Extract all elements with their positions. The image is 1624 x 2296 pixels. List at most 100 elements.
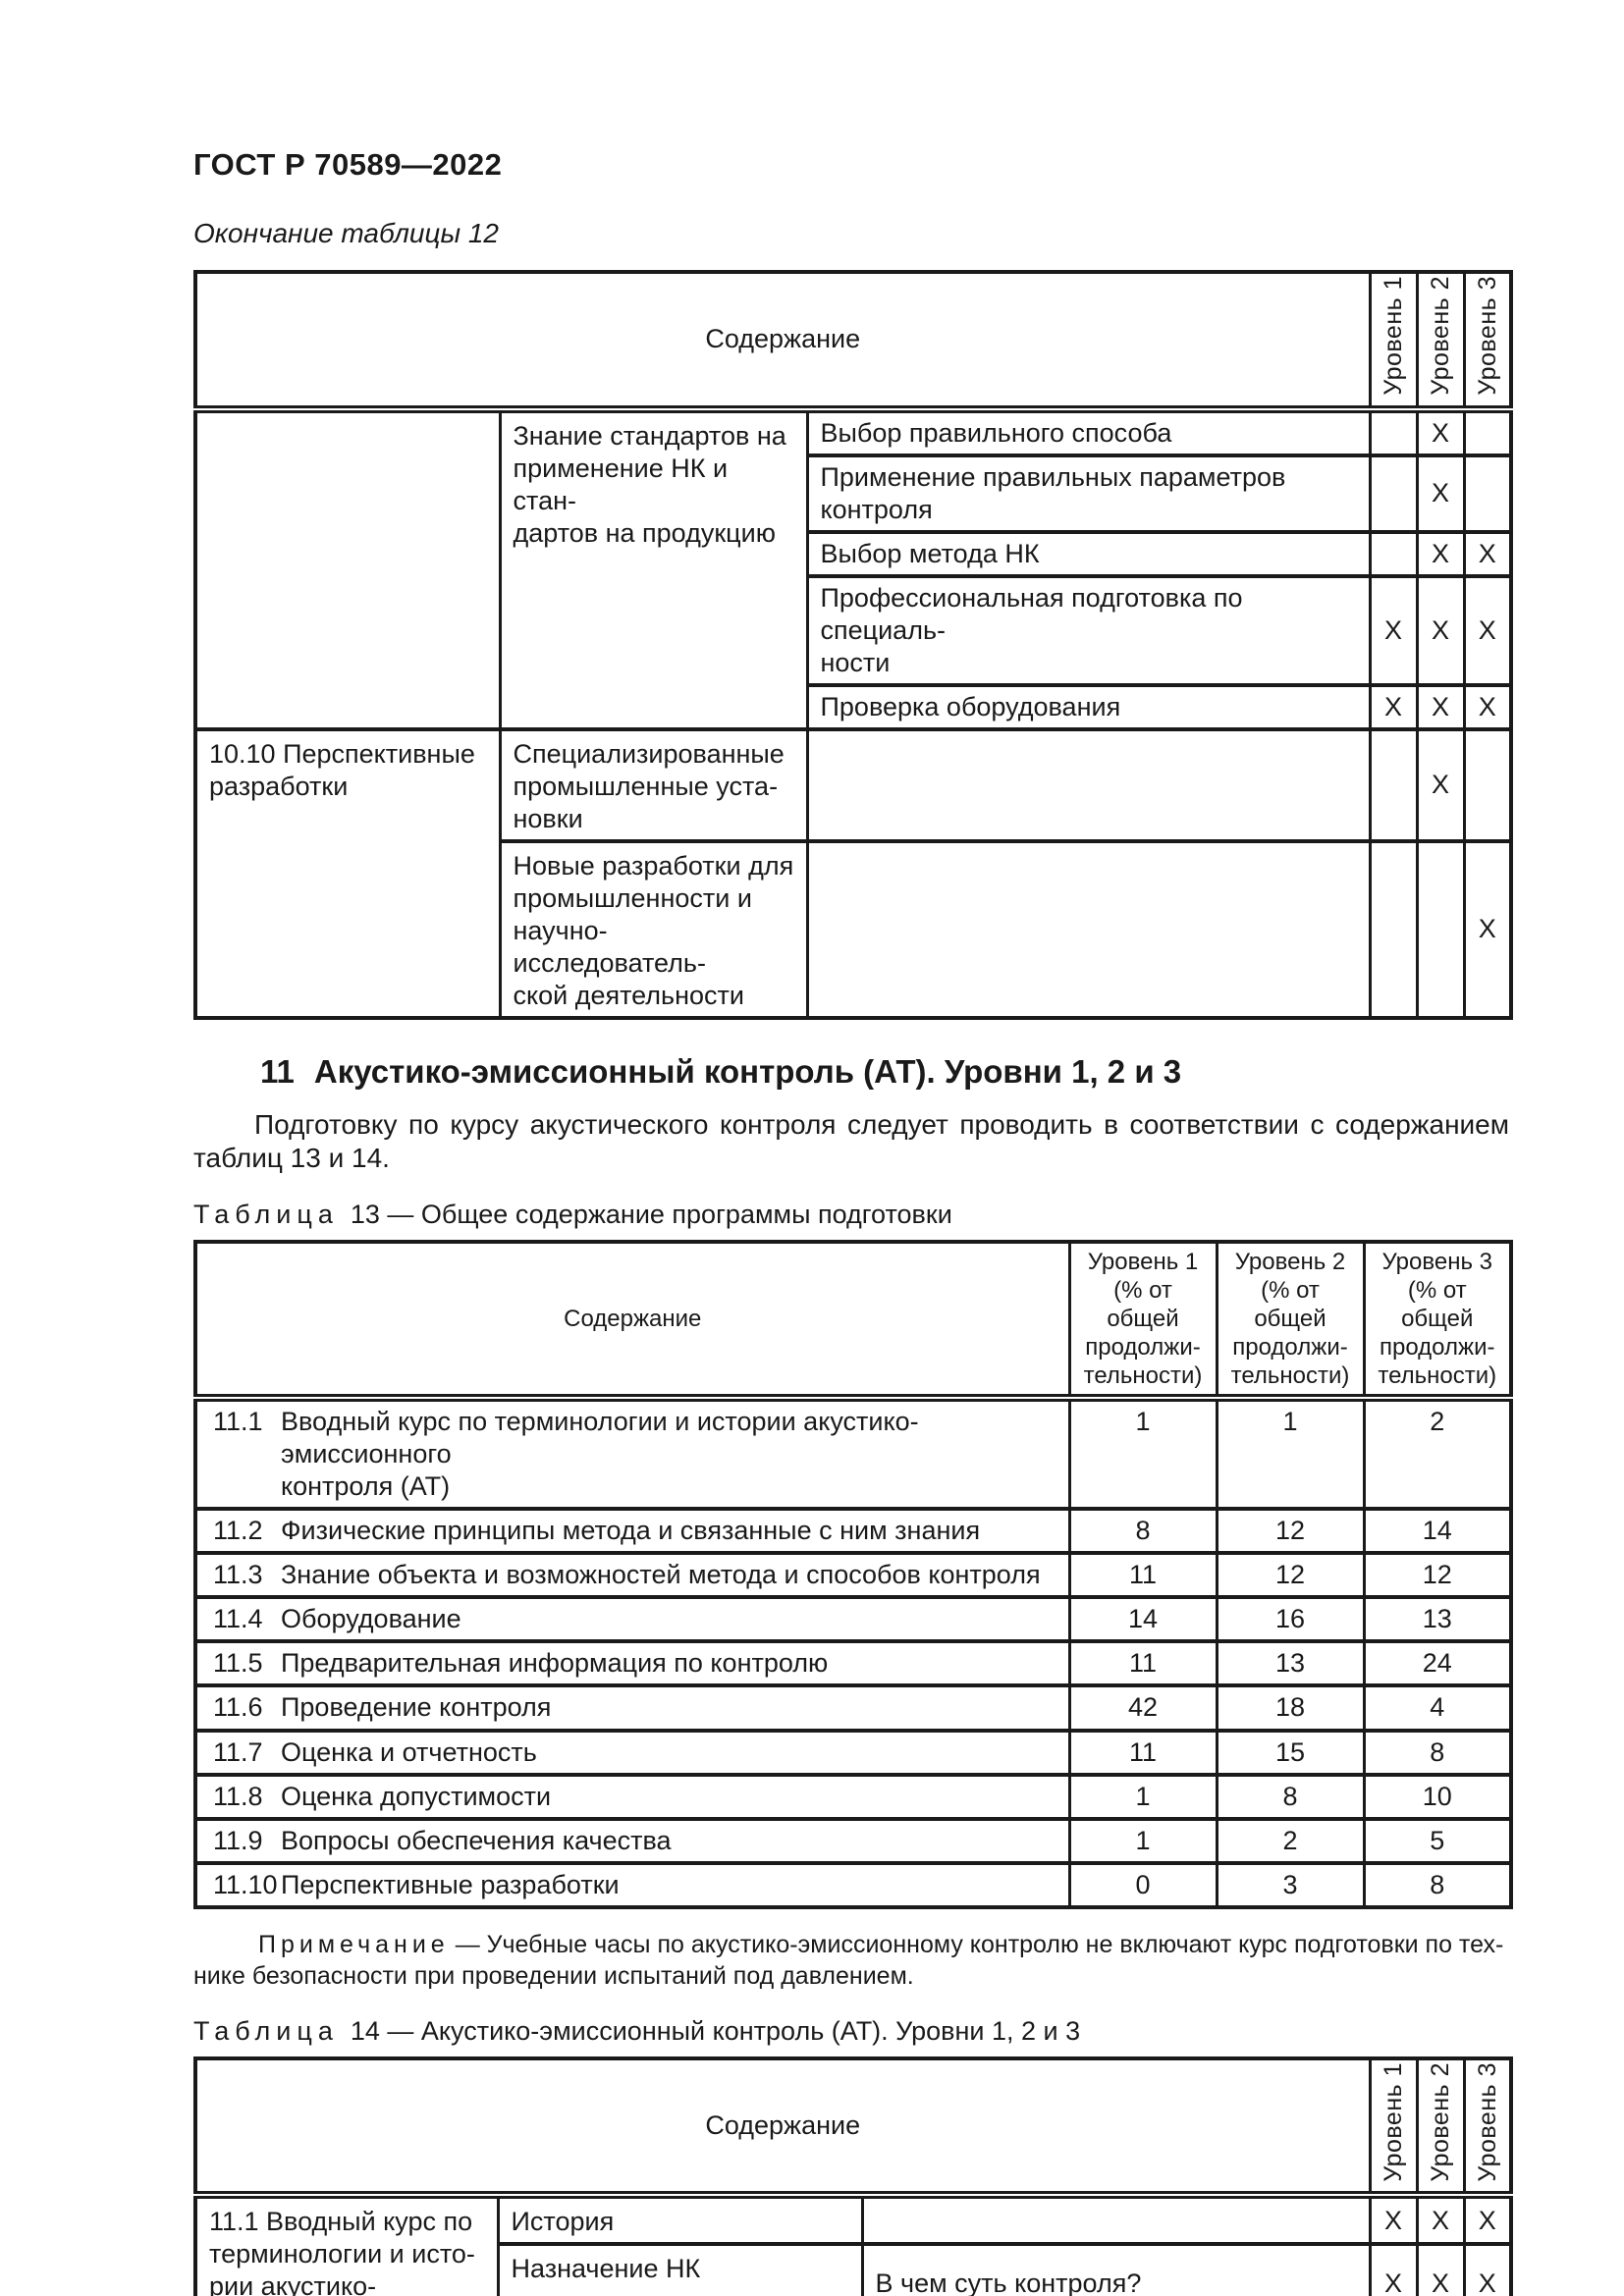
level3-value: 5 bbox=[1362, 1816, 1513, 1865]
level3-value: 24 bbox=[1362, 1638, 1513, 1687]
level3-mark bbox=[1462, 453, 1513, 534]
level3-value: 2 bbox=[1362, 1395, 1513, 1511]
row-number: 11.10 bbox=[213, 1869, 278, 1899]
level1-value: 11 bbox=[1067, 1550, 1218, 1599]
row-text: Оценка допустимости bbox=[281, 1781, 552, 1811]
table13-level1-header: Уровень 1 (% от общей продолжи- тельност… bbox=[1067, 1240, 1218, 1402]
table14-level3-header: Уровень 3 bbox=[1462, 2056, 1513, 2200]
level2-mark: X bbox=[1415, 2193, 1466, 2246]
table-row: 11.1 Вводный курс по терминологии и исто… bbox=[193, 2193, 1513, 2296]
level2-value: 12 bbox=[1215, 1550, 1366, 1599]
item-cell: Проверка оборудования bbox=[805, 682, 1372, 731]
level1-value: 0 bbox=[1067, 1860, 1218, 1909]
level1-value: 11 bbox=[1067, 1638, 1218, 1687]
level3-mark: X bbox=[1462, 2242, 1513, 2296]
row-text: Вопросы обеспечения качества bbox=[281, 1825, 672, 1855]
table-row: Выбор метода НК X X bbox=[195, 529, 1513, 578]
level2-value: 3 bbox=[1215, 1860, 1366, 1909]
item-cell bbox=[805, 726, 1372, 843]
topic-cell: Новые разработки для промышленности и на… bbox=[498, 838, 809, 1020]
table13-note: Примечание — Учебные часы по акустико-эми… bbox=[193, 1929, 1509, 1992]
table-row: Применение правильных параметров контрол… bbox=[195, 453, 1513, 534]
table12-level1-header: Уровень 1 bbox=[1368, 270, 1419, 413]
level2-value: 18 bbox=[1215, 1682, 1366, 1733]
row-number: 11.9 bbox=[213, 1825, 263, 1855]
note-text: — Учебные часы по акустико-эмиссионному … bbox=[193, 1930, 1504, 1990]
table-12: Содержание Уровень 1 Уровень 2 Уровень 3… bbox=[193, 270, 1513, 1020]
table13-header-row: Содержание Уровень 1 (% от общей продолж… bbox=[193, 1240, 1513, 1402]
topic-cell: Назначение НК bbox=[496, 2242, 864, 2296]
level3-value: 14 bbox=[1362, 1506, 1513, 1555]
level1-value: 1 bbox=[1067, 1395, 1218, 1511]
level3-mark bbox=[1462, 406, 1513, 457]
row-text: Перспективные разработки bbox=[281, 1869, 620, 1899]
table13-level2-header: Уровень 2 (% от общей продолжи- тельност… bbox=[1215, 1240, 1366, 1402]
table-13: Содержание Уровень 1 (% от общей продолж… bbox=[193, 1239, 1513, 1909]
topic-cell: 11.6 Проведение контроля bbox=[193, 1682, 1071, 1733]
table12-content-header: Содержание bbox=[193, 270, 1372, 413]
level1-value: 1 bbox=[1067, 1816, 1218, 1865]
level2-value: 13 bbox=[1215, 1638, 1366, 1687]
level2-mark: X bbox=[1415, 406, 1466, 457]
table-row: Знание стандартов на применение НК и ста… bbox=[193, 406, 1513, 731]
table14-caption-label: Таблица bbox=[193, 2015, 339, 2046]
level1-mark: X bbox=[1368, 2242, 1419, 2296]
level1-mark: X bbox=[1368, 682, 1419, 731]
level1-value: 8 bbox=[1067, 1506, 1218, 1555]
table13-content-header: Содержание bbox=[193, 1240, 1071, 1402]
item-cell: Профессиональная подготовка по специаль-… bbox=[805, 573, 1372, 687]
row-text: Вводный курс по терминологии и истории а… bbox=[281, 1406, 919, 1501]
topic-cell: 11.7 Оценка и отчетность bbox=[193, 1728, 1071, 1777]
topic-cell: 11.1 Вводный курс по терминологии и истор… bbox=[193, 1395, 1071, 1511]
table-row: 10.10 Перспективные разработки Специализи… bbox=[193, 726, 1513, 1020]
item-cell bbox=[805, 838, 1372, 1020]
table-row: Профессиональная подготовка по специаль-… bbox=[195, 573, 1513, 687]
level1-mark: X bbox=[1368, 2193, 1419, 2246]
level3-mark: X bbox=[1462, 838, 1513, 1020]
level3-value: 8 bbox=[1362, 1860, 1513, 1909]
table-row: 11.4 Оборудование 14 16 13 bbox=[193, 1594, 1513, 1643]
level3-rotated-label: Уровень 3 bbox=[1473, 2061, 1501, 2182]
level2-value: 8 bbox=[1215, 1772, 1366, 1821]
table13-caption-text: 13 — Общее содержание программы подготов… bbox=[350, 1199, 952, 1229]
level1-value: 1 bbox=[1067, 1772, 1218, 1821]
section-cell: 11.1 Вводный курс по терминологии и исто… bbox=[193, 2193, 500, 2296]
level1-mark bbox=[1368, 406, 1419, 457]
doc-code-header: ГОСТ Р 70589—2022 bbox=[193, 147, 503, 182]
table13-caption-label: Таблица bbox=[193, 1199, 339, 1229]
table14-header-row: Содержание Уровень 1 Уровень 2 Уровень 3 bbox=[193, 2056, 1513, 2200]
level3-mark: X bbox=[1462, 573, 1513, 687]
table14-level1-header: Уровень 1 bbox=[1368, 2056, 1419, 2200]
table-row: Новые разработки для промышленности и на… bbox=[195, 838, 1513, 1020]
level1-mark: X bbox=[1368, 573, 1419, 687]
level2-mark: X bbox=[1415, 682, 1466, 731]
level1-value: 11 bbox=[1067, 1728, 1218, 1777]
row-number: 11.1 bbox=[213, 1406, 263, 1436]
section-heading: 11 Акустико-эмиссионный контроль (АТ). Ур… bbox=[260, 1052, 1509, 1092]
topic-cell: 11.10 Перспективные разработки bbox=[193, 1860, 1071, 1909]
level2-value: 1 bbox=[1215, 1395, 1366, 1511]
table13-caption: Таблица 13 — Общее содержание программы п… bbox=[193, 1199, 1509, 1231]
row-text: Оценка и отчетность bbox=[281, 1736, 537, 1767]
level2-mark: X bbox=[1415, 529, 1466, 578]
intro-paragraph: Подготовку по курсу акустического контро… bbox=[193, 1108, 1509, 1173]
section-number: 11 bbox=[260, 1052, 295, 1090]
level1-mark bbox=[1368, 529, 1419, 578]
table12-level2-header: Уровень 2 bbox=[1415, 270, 1466, 413]
level3-rotated-label: Уровень 3 bbox=[1473, 276, 1501, 396]
table13-level3-header: Уровень 3 (% от общей продолжи- тельност… bbox=[1362, 1240, 1513, 1402]
level1-value: 42 bbox=[1067, 1682, 1218, 1733]
row-text: Знание объекта и возможностей метода и с… bbox=[281, 1559, 1041, 1589]
level2-mark bbox=[1415, 838, 1466, 1020]
level3-mark bbox=[1462, 726, 1513, 843]
level2-value: 2 bbox=[1215, 1816, 1366, 1865]
table-row: 11.9 Вопросы обеспечения качества 1 2 5 bbox=[193, 1816, 1513, 1865]
row-number: 11.6 bbox=[213, 1691, 263, 1722]
topic-cell: Специализированные промышленные уста- но… bbox=[498, 726, 809, 843]
table-row: 11.2 Физические принципы метода и связанн… bbox=[193, 1506, 1513, 1555]
table-row: Проверка оборудования X X X bbox=[195, 682, 1513, 731]
topic-cell: 11.5 Предварительная информация по контро… bbox=[193, 1638, 1071, 1687]
row-text: Предварительная информация по контролю bbox=[281, 1647, 829, 1678]
table14-content-header: Содержание bbox=[193, 2056, 1372, 2200]
